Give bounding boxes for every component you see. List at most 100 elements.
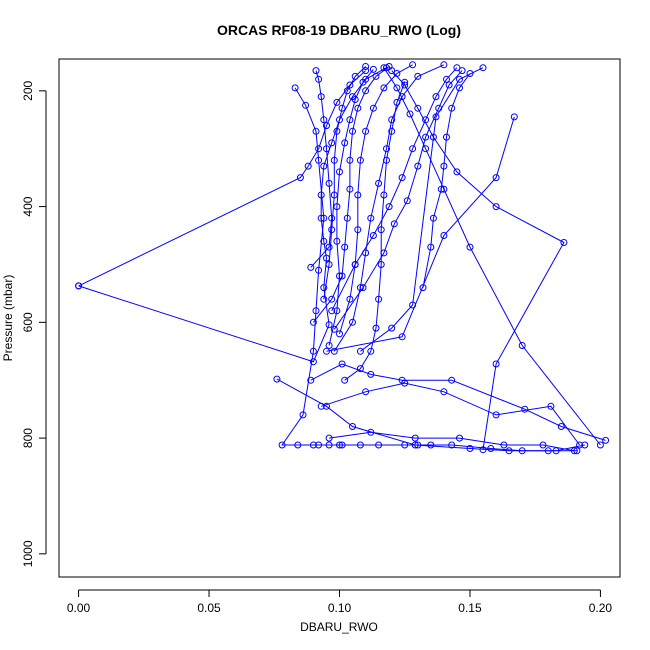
profile-series-11 — [320, 63, 370, 303]
data-point — [372, 72, 380, 80]
data-point — [411, 434, 419, 442]
data-point — [320, 295, 328, 303]
data-point — [385, 203, 393, 211]
data-point — [390, 220, 398, 228]
data-point — [323, 402, 330, 410]
data-point — [354, 104, 362, 112]
data-point — [581, 441, 589, 449]
data-point — [510, 113, 518, 121]
data-point — [312, 67, 320, 75]
data-point — [349, 127, 356, 135]
profile-series-14 — [419, 70, 474, 292]
data-point — [401, 441, 409, 449]
data-point — [369, 104, 377, 112]
series-line — [310, 363, 606, 441]
series-line — [328, 69, 374, 346]
data-point — [325, 179, 333, 187]
data-point — [479, 64, 487, 72]
data-point — [570, 447, 578, 455]
x-tick-label: 0.00 — [67, 601, 91, 615]
data-point — [302, 101, 310, 109]
data-point — [330, 347, 338, 355]
data-point — [388, 67, 396, 75]
data-point — [398, 333, 406, 341]
profile-series-1 — [75, 64, 390, 366]
data-point — [393, 84, 401, 92]
data-point — [466, 70, 474, 77]
data-point — [346, 156, 354, 164]
profile-series-10 — [325, 65, 377, 349]
data-point — [328, 214, 336, 222]
series-line — [329, 431, 575, 452]
data-point — [369, 65, 377, 73]
data-point — [375, 295, 383, 303]
data-point — [458, 67, 466, 75]
data-point — [466, 243, 474, 251]
data-point — [338, 104, 346, 112]
profile-series-21 — [307, 67, 336, 271]
data-point — [307, 376, 315, 384]
profile-series-18 — [380, 64, 604, 449]
data-point — [320, 284, 328, 292]
data-point — [333, 307, 341, 315]
data-point — [299, 411, 307, 419]
data-point — [560, 239, 568, 246]
data-point — [343, 214, 351, 222]
chart-title: ORCAS RF08-19 DBARU_RWO (Log) — [217, 22, 461, 38]
data-point — [356, 347, 364, 355]
data-point — [445, 81, 453, 89]
data-point — [380, 191, 388, 199]
data-point — [440, 61, 448, 69]
profile-series-6 — [317, 379, 584, 449]
data-point — [521, 405, 529, 413]
data-point — [456, 434, 463, 442]
series-line — [323, 66, 366, 300]
data-point — [362, 87, 370, 95]
data-point — [401, 81, 409, 89]
data-point — [325, 342, 333, 349]
series-line — [78, 67, 387, 363]
y-tick-label: 200 — [21, 81, 35, 101]
data-point — [333, 237, 341, 245]
series-line — [331, 67, 458, 312]
data-point — [492, 360, 500, 368]
data-point — [487, 445, 495, 452]
series-line — [321, 382, 581, 446]
y-tick-label: 600 — [21, 312, 35, 332]
data-point — [596, 441, 604, 449]
series-line — [326, 116, 515, 352]
data-point — [341, 376, 349, 384]
data-point — [547, 402, 555, 410]
data-point — [349, 318, 356, 326]
data-point — [278, 441, 286, 449]
data-point — [328, 295, 336, 303]
series-line — [360, 67, 484, 352]
data-point — [380, 64, 388, 72]
data-point — [367, 428, 375, 436]
data-point — [315, 145, 323, 153]
data-point — [429, 133, 437, 141]
data-point — [377, 226, 385, 234]
x-tick-label: 0.15 — [458, 601, 482, 615]
data-point — [443, 133, 450, 141]
data-point — [328, 226, 336, 234]
data-point — [369, 232, 377, 239]
data-point — [456, 75, 463, 83]
data-point — [602, 436, 610, 444]
profile-series-13 — [328, 64, 461, 315]
data-point — [330, 156, 338, 164]
data-point — [356, 156, 364, 164]
profile-series-22 — [341, 78, 409, 384]
data-point — [383, 145, 390, 153]
data-point — [492, 411, 500, 419]
data-point — [375, 179, 383, 187]
data-point — [336, 168, 343, 176]
data-point — [312, 127, 320, 135]
series-layer — [75, 61, 610, 455]
data-point — [429, 214, 437, 222]
data-point — [330, 325, 338, 333]
data-point — [325, 243, 333, 251]
data-point — [323, 347, 330, 355]
series-line — [297, 444, 585, 452]
y-axis-label: Pressure (mbar) — [1, 275, 15, 362]
